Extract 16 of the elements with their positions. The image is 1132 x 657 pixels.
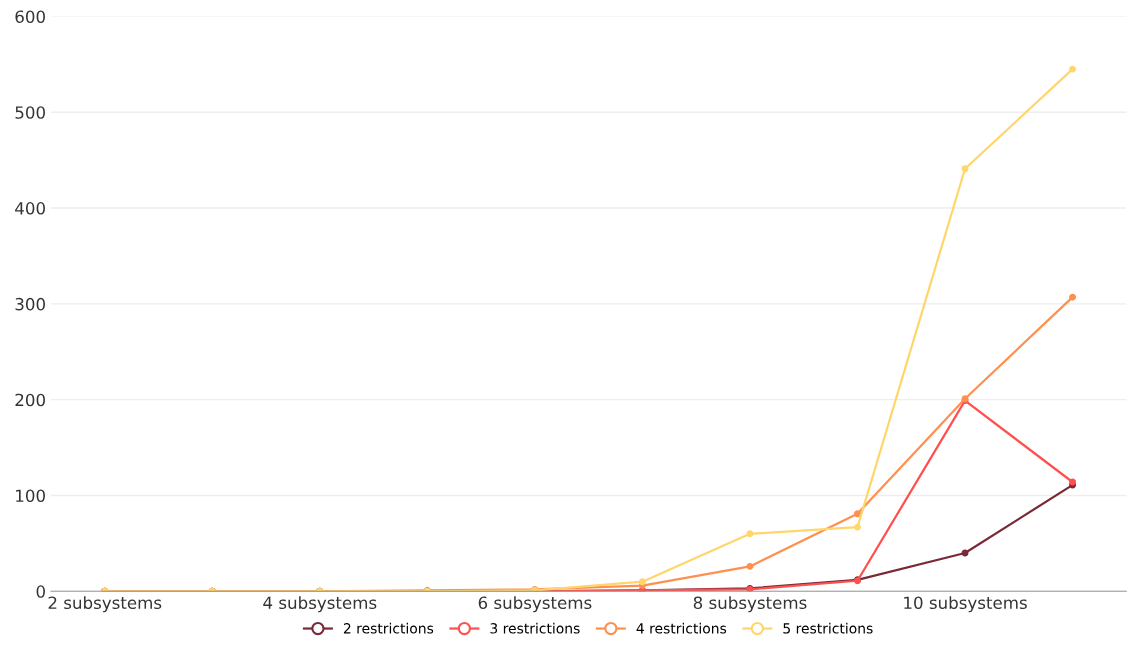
y-tick-label: 500 xyxy=(15,106,45,119)
y-tick-label: 0 xyxy=(36,585,45,598)
x-tick-label: 2 subsystems xyxy=(48,596,162,613)
x-tick-label: 6 subsystems xyxy=(478,596,592,613)
y-tick-label: 200 xyxy=(15,393,45,407)
legend-label: 5 restrictions xyxy=(783,622,873,634)
y-tick-label: 100 xyxy=(16,489,45,503)
x-tick-label: 4 subsystems xyxy=(263,596,377,613)
y-tick-label: 600 xyxy=(15,10,45,23)
legend-label: 4 restrictions xyxy=(636,622,727,634)
x-tick-label: 10 subsystems xyxy=(904,596,1027,613)
y-tick-label: 300 xyxy=(15,297,45,311)
legend-label: 2 restrictions xyxy=(343,622,434,634)
y-tick-label: 400 xyxy=(15,202,45,215)
x-tick-label: 8 subsystems xyxy=(693,596,807,613)
legend-label: 3 restrictions xyxy=(490,622,580,634)
